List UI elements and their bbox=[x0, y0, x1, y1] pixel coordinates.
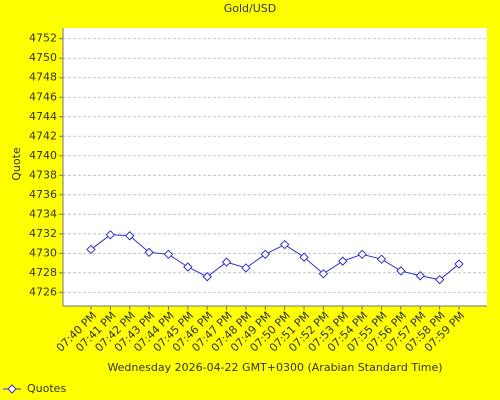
marker bbox=[105, 230, 116, 240]
marker bbox=[125, 231, 135, 241]
marker bbox=[183, 262, 193, 272]
legend-marker bbox=[7, 384, 17, 394]
y-tick-label: 4752 bbox=[29, 32, 57, 45]
y-tick-label: 4736 bbox=[29, 188, 57, 201]
y-tick-label: 4726 bbox=[29, 285, 57, 298]
marker bbox=[434, 274, 445, 285]
chart-title: Gold/USD bbox=[224, 2, 277, 15]
y-tick-label: 4748 bbox=[29, 71, 57, 84]
marker bbox=[338, 256, 348, 266]
marker bbox=[163, 249, 174, 260]
marker bbox=[396, 266, 406, 276]
y-tick-label: 4732 bbox=[29, 227, 57, 240]
legend: Quotes bbox=[3, 382, 66, 395]
legend-label: Quotes bbox=[27, 382, 66, 395]
marker bbox=[357, 249, 367, 260]
y-axis-label: Quote bbox=[10, 147, 23, 181]
x-axis-label: Wednesday 2026-04-22 GMT+0300 (Arabian S… bbox=[107, 361, 442, 374]
marker bbox=[318, 269, 329, 279]
y-tick-label: 4742 bbox=[29, 129, 57, 142]
y-tick-label: 4734 bbox=[29, 207, 57, 220]
marker bbox=[454, 259, 464, 269]
plot-area bbox=[63, 28, 487, 306]
marker bbox=[221, 257, 232, 267]
marker bbox=[241, 263, 251, 273]
marker bbox=[299, 252, 309, 262]
marker bbox=[202, 272, 212, 282]
marker bbox=[86, 244, 96, 255]
y-tick-label: 4746 bbox=[29, 90, 57, 103]
marker bbox=[415, 271, 425, 281]
y-tick-label: 4750 bbox=[29, 51, 57, 64]
y-tick-label: 4730 bbox=[29, 246, 57, 259]
marker bbox=[376, 254, 387, 264]
marker bbox=[260, 249, 271, 260]
marker bbox=[144, 247, 154, 258]
y-tick-label: 4744 bbox=[29, 110, 57, 123]
y-tick-label: 4738 bbox=[29, 168, 57, 181]
y-tick-label: 4740 bbox=[29, 149, 57, 162]
marker bbox=[279, 239, 290, 250]
y-tick-label: 4728 bbox=[29, 266, 57, 279]
